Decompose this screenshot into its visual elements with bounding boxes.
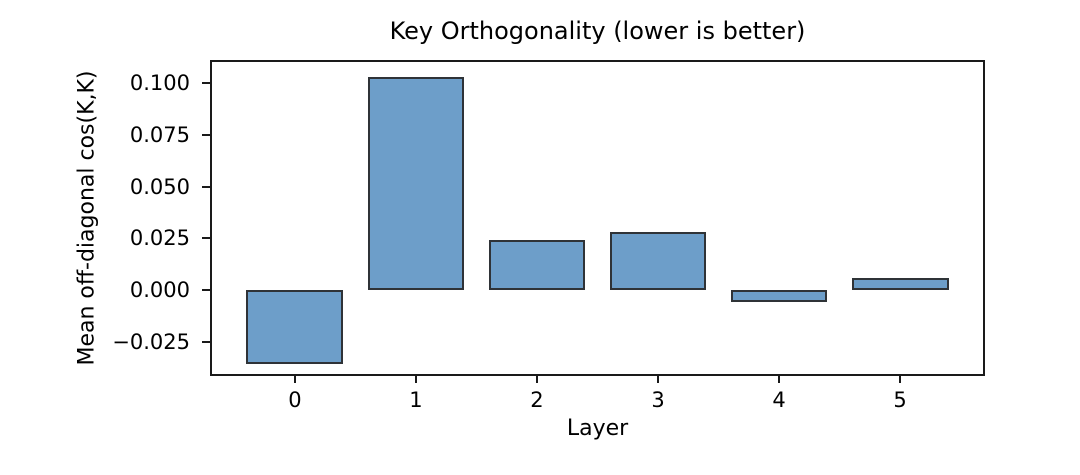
x-tick-mark [657, 376, 660, 383]
y-tick-label: 0.050 [129, 174, 190, 199]
y-tick-mark [202, 340, 210, 343]
x-tick-label: 0 [288, 388, 302, 412]
y-tick-mark [202, 185, 210, 188]
x-tick-label: 2 [530, 388, 544, 412]
bar-layer-4 [730, 289, 828, 303]
y-tick-mark [202, 133, 210, 136]
y-tick-label: 0.025 [129, 226, 190, 251]
bar-layer-0 [246, 289, 344, 365]
x-tick-mark [535, 376, 538, 383]
bar-chart: Key Orthogonality (lower is better) Mean… [75, 17, 985, 441]
x-tick-label: 5 [893, 388, 907, 412]
bar-layer-1 [367, 77, 465, 290]
bar-layer-5 [851, 277, 949, 290]
y-tick-label: 0.075 [129, 122, 190, 147]
x-tick-mark [899, 376, 902, 383]
y-axis-label: Mean off-diagonal cos(K,K) [74, 70, 100, 366]
x-tick-label: 3 [651, 388, 665, 412]
y-tick-label: −0.025 [112, 329, 190, 354]
y-tick-mark [202, 288, 210, 291]
x-tick-mark [293, 376, 296, 383]
x-tick-mark [778, 376, 781, 383]
x-tick-label: 4 [772, 388, 786, 412]
y-tick-label: 0.000 [129, 277, 190, 302]
plot-area: 0.100 0.075 0.050 0.025 0.000 −0.025 0 1 2 3 4 5 [112, 60, 985, 412]
bar-layer-2 [488, 240, 586, 290]
x-tick-mark [414, 376, 417, 383]
y-tick-mark [202, 237, 210, 240]
x-axis-label: Layer [566, 416, 629, 441]
bar-layer-3 [609, 232, 707, 290]
y-tick-label: 0.100 [129, 71, 190, 96]
chart-title: Key Orthogonality (lower is better) [389, 17, 806, 45]
y-tick-mark [202, 82, 210, 85]
x-tick-label: 1 [409, 388, 423, 412]
